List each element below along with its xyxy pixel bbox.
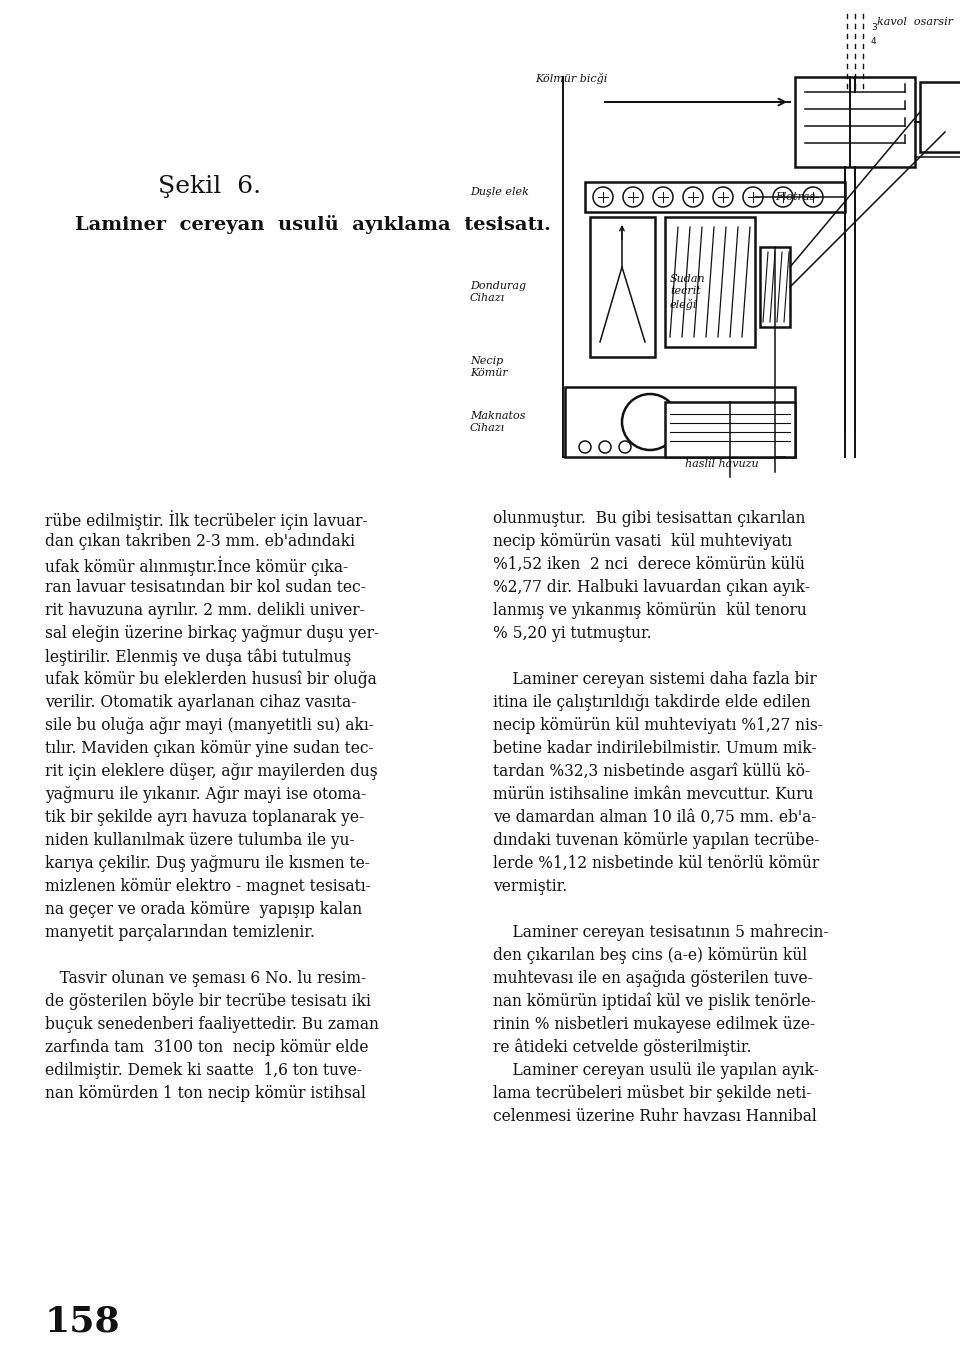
Text: ufak kömür bu eleklerden hususî bir oluğa: ufak kömür bu eleklerden hususî bir oluğ… xyxy=(45,671,376,688)
Text: tik bir şekilde ayrı havuza toplanarak ye-: tik bir şekilde ayrı havuza toplanarak y… xyxy=(45,809,364,827)
Text: Maknatos
Cihazı: Maknatos Cihazı xyxy=(470,411,525,432)
Bar xyxy=(795,77,915,167)
Text: itina ile çalıştırıldığı takdirde elde edilen: itina ile çalıştırıldığı takdirde elde e… xyxy=(493,694,810,711)
Text: ve damardan alman 10 ilâ 0,75 mm. eb'a-: ve damardan alman 10 ilâ 0,75 mm. eb'a- xyxy=(493,809,816,827)
Text: Şekil  6.: Şekil 6. xyxy=(158,175,261,198)
Text: dındaki tuvenan kömürle yapılan tecrübe-: dındaki tuvenan kömürle yapılan tecrübe- xyxy=(493,832,820,850)
Text: edilmiştir. Demek ki saatte  1,6 ton tuve-: edilmiştir. Demek ki saatte 1,6 ton tuve… xyxy=(45,1062,362,1079)
Text: olunmuştur.  Bu gibi tesisattan çıkarılan: olunmuştur. Bu gibi tesisattan çıkarılan xyxy=(493,509,805,527)
Text: sile bu oluğa ağır mayi (manyetitli su) akı-: sile bu oluğa ağır mayi (manyetitli su) … xyxy=(45,717,373,734)
Text: lerde %1,12 nisbetinde kül tenörlü kömür: lerde %1,12 nisbetinde kül tenörlü kömür xyxy=(493,855,819,873)
Text: lanmış ve yıkanmış kömürün  kül tenoru: lanmış ve yıkanmış kömürün kül tenoru xyxy=(493,602,806,619)
Text: mürün istihsaline imkân mevcuttur. Kuru: mürün istihsaline imkân mevcuttur. Kuru xyxy=(493,786,813,804)
Text: rit için eleklere düşer, ağır mayilerden duş: rit için eleklere düşer, ağır mayilerden… xyxy=(45,763,377,780)
Text: Duşle elek: Duşle elek xyxy=(470,187,529,196)
Text: dan çıkan takriben 2-3 mm. eb'adındaki: dan çıkan takriben 2-3 mm. eb'adındaki xyxy=(45,533,355,550)
Text: ran lavuar tesisatından bir kol sudan tec-: ran lavuar tesisatından bir kol sudan te… xyxy=(45,579,366,596)
Text: celenmesi üzerine Ruhr havzası Hannibal: celenmesi üzerine Ruhr havzası Hannibal xyxy=(493,1108,817,1125)
Text: niden kullanılmak üzere tulumba ile yu-: niden kullanılmak üzere tulumba ile yu- xyxy=(45,832,354,850)
Text: Flotras: Flotras xyxy=(775,192,815,202)
Text: 3: 3 xyxy=(871,23,876,31)
Text: rinin % nisbetleri mukayese edilmek üze-: rinin % nisbetleri mukayese edilmek üze- xyxy=(493,1016,815,1033)
Text: ufak kömür alınmıştır.İnce kömür çıka-: ufak kömür alınmıştır.İnce kömür çıka- xyxy=(45,556,348,576)
Bar xyxy=(565,388,795,457)
Text: vermiştir.: vermiştir. xyxy=(493,878,567,896)
Text: yağmuru ile yıkanır. Ağır mayi ise otoma-: yağmuru ile yıkanır. Ağır mayi ise otoma… xyxy=(45,786,367,804)
Text: 158: 158 xyxy=(45,1305,121,1339)
Text: haslil havuzu: haslil havuzu xyxy=(685,459,758,469)
Text: tılır. Maviden çıkan kömür yine sudan tec-: tılır. Maviden çıkan kömür yine sudan te… xyxy=(45,740,373,757)
Text: nan kömürün iptidaî kül ve pislik tenörle-: nan kömürün iptidaî kül ve pislik tenörl… xyxy=(493,993,816,1011)
Text: na geçer ve orada kömüre  yapışıp kalan: na geçer ve orada kömüre yapışıp kalan xyxy=(45,901,362,917)
Text: Kölmür bicği: Kölmür bicği xyxy=(535,73,608,84)
Text: den çıkarılan beş cins (a-e) kömürün kül: den çıkarılan beş cins (a-e) kömürün kül xyxy=(493,947,807,963)
Text: % 5,20 yi tutmuştur.: % 5,20 yi tutmuştur. xyxy=(493,625,652,642)
Text: buçuk senedenberi faaliyettedir. Bu zaman: buçuk senedenberi faaliyettedir. Bu zama… xyxy=(45,1016,379,1033)
Text: %2,77 dir. Halbuki lavuardan çıkan ayık-: %2,77 dir. Halbuki lavuardan çıkan ayık- xyxy=(493,579,810,596)
Text: mizlenen kömür elektro - magnet tesisatı-: mizlenen kömür elektro - magnet tesisatı… xyxy=(45,878,371,896)
Text: re âtideki cetvelde gösterilmiştir.: re âtideki cetvelde gösterilmiştir. xyxy=(493,1039,752,1057)
Text: betine kadar indirilebilmistir. Umum mik-: betine kadar indirilebilmistir. Umum mik… xyxy=(493,740,817,757)
Text: Laminer cereyan sistemi daha fazla bir: Laminer cereyan sistemi daha fazla bir xyxy=(493,671,817,688)
Text: Laminer cereyan usulü ile yapılan ayık-: Laminer cereyan usulü ile yapılan ayık- xyxy=(493,1062,819,1079)
Text: sal eleğin üzerine birkaç yağmur duşu yer-: sal eleğin üzerine birkaç yağmur duşu ye… xyxy=(45,625,379,642)
Text: muhtevası ile en aşağıda gösterilen tuve-: muhtevası ile en aşağıda gösterilen tuve… xyxy=(493,970,813,986)
Text: rit havuzuna ayrılır. 2 mm. delikli univer-: rit havuzuna ayrılır. 2 mm. delikli univ… xyxy=(45,602,365,619)
Text: de gösterilen böyle bir tecrübe tesisatı iki: de gösterilen böyle bir tecrübe tesisatı… xyxy=(45,993,371,1009)
Text: rübe edilmiştir. İlk tecrübeler için lavuar-: rübe edilmiştir. İlk tecrübeler için lav… xyxy=(45,509,368,530)
Bar xyxy=(590,217,655,356)
Text: zarfında tam  3100 ton  necip kömür elde: zarfında tam 3100 ton necip kömür elde xyxy=(45,1039,369,1056)
Text: Laminer cereyan tesisatının 5 mahrecin-: Laminer cereyan tesisatının 5 mahrecin- xyxy=(493,924,828,940)
Bar xyxy=(920,83,960,152)
Text: Necip
Kömür: Necip Kömür xyxy=(470,356,508,378)
Text: Dondurag
Cihazı: Dondurag Cihazı xyxy=(470,282,526,302)
Text: 4: 4 xyxy=(871,38,876,46)
Text: necip kömürün vasati  kül muhteviyatı: necip kömürün vasati kül muhteviyatı xyxy=(493,533,792,550)
Bar xyxy=(665,402,795,457)
Text: nan kömürden 1 ton necip kömür istihsal: nan kömürden 1 ton necip kömür istihsal xyxy=(45,1085,366,1102)
Text: verilir. Otomatik ayarlanan cihaz vasıta-: verilir. Otomatik ayarlanan cihaz vasıta… xyxy=(45,694,356,711)
Text: necip kömürün kül muhteviyatı %1,27 nis-: necip kömürün kül muhteviyatı %1,27 nis- xyxy=(493,717,823,734)
Text: tardan %32,3 nisbetinde asgarî küllü kö-: tardan %32,3 nisbetinde asgarî küllü kö- xyxy=(493,763,810,780)
Bar xyxy=(760,247,790,327)
Bar xyxy=(585,182,845,211)
Text: Laminer  cereyan  usulü  ayıklama  tesisatı.: Laminer cereyan usulü ayıklama tesisatı. xyxy=(75,215,551,234)
Text: manyetit parçalarından temizlenir.: manyetit parçalarından temizlenir. xyxy=(45,924,315,940)
Text: %1,52 iken  2 nci  derece kömürün külü: %1,52 iken 2 nci derece kömürün külü xyxy=(493,556,805,573)
Text: kavol  osarsir: kavol osarsir xyxy=(877,18,953,27)
Text: Tasvir olunan ve şeması 6 No. lu resim-: Tasvir olunan ve şeması 6 No. lu resim- xyxy=(45,970,366,986)
Bar xyxy=(665,217,755,347)
Text: karıya çekilir. Duş yağmuru ile kısmen te-: karıya çekilir. Duş yağmuru ile kısmen t… xyxy=(45,855,370,873)
Text: Sudan
tecrit
eleği: Sudan tecrit eleği xyxy=(670,275,706,309)
Text: leştirilir. Elenmiş ve duşa tâbi tutulmuş: leştirilir. Elenmiş ve duşa tâbi tutulmu… xyxy=(45,648,351,665)
Text: lama tecrübeleri müsbet bir şekilde neti-: lama tecrübeleri müsbet bir şekilde neti… xyxy=(493,1085,811,1102)
